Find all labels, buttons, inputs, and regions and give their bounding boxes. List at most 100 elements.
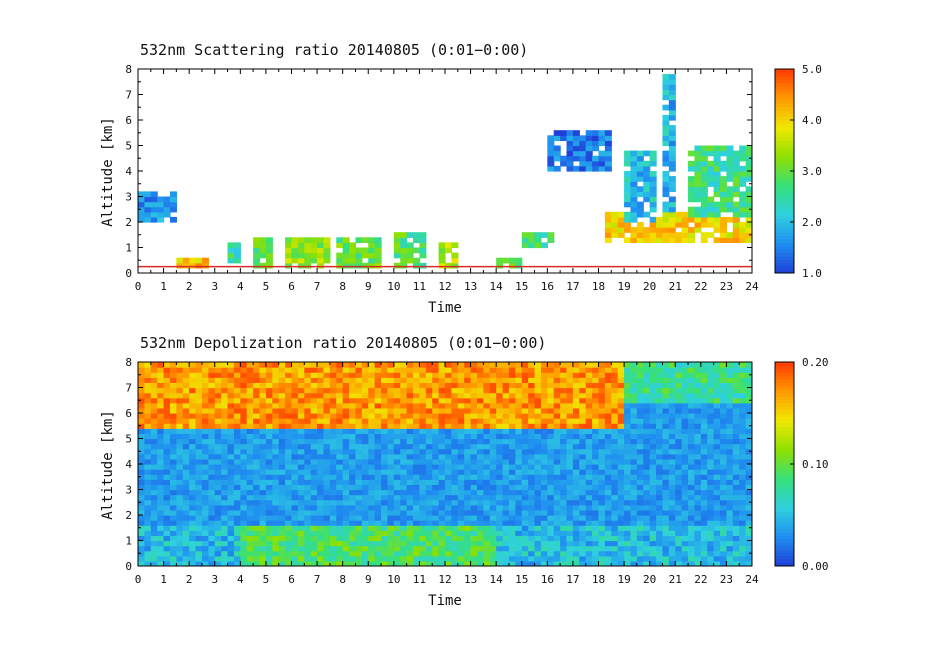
- chart-2-cell: [163, 499, 171, 506]
- chart-2-colorbar-segment: [775, 368, 794, 373]
- chart-2-cell: [355, 372, 363, 378]
- chart-2-cell: [169, 413, 177, 419]
- chart-2-cell: [572, 392, 580, 399]
- chart-2-cell: [528, 397, 536, 404]
- chart-2-cell: [515, 438, 523, 445]
- chart-2-cell: [150, 453, 158, 460]
- chart-2-cell: [169, 484, 177, 491]
- chart-2-cell: [400, 372, 408, 378]
- chart-2-cell: [649, 397, 657, 404]
- chart-2-cell: [413, 362, 421, 368]
- chart-2-cell: [240, 433, 248, 440]
- chart-2-cell: [470, 545, 478, 552]
- chart-2-cell: [387, 418, 395, 424]
- chart-2-cell: [630, 515, 638, 521]
- chart-2-cell: [502, 372, 510, 378]
- chart-2-cell: [342, 402, 350, 409]
- chart-2-cell: [253, 377, 261, 383]
- chart-2-cell: [406, 407, 414, 414]
- chart-2-cell: [208, 362, 216, 368]
- chart-2-cell: [297, 382, 305, 389]
- chart-2-cell: [457, 479, 465, 485]
- chart-2-cell: [732, 535, 740, 542]
- chart-1-colorbar-label: 3.0: [802, 165, 822, 178]
- chart-2-cell: [393, 367, 401, 373]
- chart-2-cell: [528, 545, 536, 552]
- chart-2-cell: [336, 453, 344, 460]
- chart-1-cell: [253, 262, 261, 269]
- chart-2-cell: [285, 555, 293, 562]
- chart-1-cell: [579, 165, 587, 172]
- chart-2-cell: [720, 489, 728, 496]
- chart-2-cell: [604, 433, 612, 440]
- chart-2-cell: [317, 382, 325, 389]
- chart-2-cell: [393, 499, 401, 506]
- chart-2-cell: [195, 377, 203, 383]
- chart-2-cell: [726, 438, 734, 445]
- chart-2-cell: [413, 382, 421, 389]
- chart-2-cell: [464, 545, 472, 552]
- chart-2-cell: [157, 489, 165, 496]
- chart-2-colorbar-segment: [775, 477, 794, 482]
- chart-2-cell: [150, 504, 158, 511]
- chart-1-cell: [732, 150, 740, 157]
- chart-2-cell: [515, 530, 523, 536]
- chart-2-cell: [432, 397, 440, 404]
- chart-2-cell: [483, 372, 491, 378]
- chart-2-cell: [566, 377, 574, 383]
- chart-2-cell: [323, 484, 331, 491]
- chart-2-cell: [406, 479, 414, 485]
- chart-2-cell: [387, 545, 395, 552]
- chart-2-cell: [393, 469, 401, 475]
- chart-2-cell: [572, 545, 580, 552]
- chart-2-cell: [470, 474, 478, 480]
- chart-2-cell: [387, 560, 395, 566]
- chart-2-cell: [470, 372, 478, 378]
- chart-2-cell: [643, 545, 651, 552]
- chart-2-cell: [457, 458, 465, 465]
- chart-2-cell: [700, 458, 708, 465]
- chart-1-cell: [413, 237, 421, 243]
- chart-2-cell: [662, 418, 670, 424]
- chart-2-cell: [425, 367, 433, 373]
- chart-1-cell: [604, 130, 612, 136]
- chart-2-cell: [707, 377, 715, 383]
- chart-2-cell: [144, 525, 152, 531]
- chart-2-cell: [534, 545, 542, 552]
- chart-2-cell: [464, 407, 472, 414]
- chart-2-cell: [483, 509, 491, 516]
- chart-2-cell: [649, 484, 657, 491]
- chart-2-cell: [349, 407, 357, 414]
- chart-1-colorbar-segment: [775, 184, 794, 189]
- chart-2-cell: [528, 443, 536, 450]
- chart-1-cell: [649, 222, 657, 228]
- chart-2-cell: [707, 479, 715, 485]
- chart-1-cell: [438, 242, 446, 249]
- chart-2-cell: [381, 413, 389, 419]
- chart-2-cell: [445, 448, 452, 455]
- chart-1-cell: [227, 257, 235, 264]
- chart-2-cell: [150, 494, 158, 501]
- chart-2-cell: [585, 428, 593, 434]
- chart-1-cell: [265, 262, 273, 269]
- chart-2-cell: [694, 413, 702, 419]
- chart-1-cell: [336, 242, 344, 249]
- chart-2-cell: [445, 530, 452, 536]
- chart-2-cell: [425, 474, 433, 480]
- chart-2-cell: [317, 423, 325, 429]
- chart-2-cell: [553, 397, 561, 404]
- chart-2-cell: [144, 392, 152, 399]
- chart-2-cell: [572, 402, 580, 409]
- chart-2-cell: [694, 402, 702, 409]
- chart-2-cell: [451, 438, 459, 445]
- chart-2-cell: [221, 499, 229, 506]
- chart-2-cell: [681, 458, 689, 465]
- chart-2-cell: [630, 407, 638, 414]
- chart-2-cell: [272, 484, 280, 491]
- chart-2-cell: [297, 520, 305, 526]
- chart-2-colorbar-segment: [775, 433, 794, 438]
- chart-2-cell: [182, 443, 190, 450]
- chart-1-cell: [317, 237, 325, 243]
- chart-2-cell: [176, 474, 184, 480]
- chart-2-cell: [592, 525, 600, 531]
